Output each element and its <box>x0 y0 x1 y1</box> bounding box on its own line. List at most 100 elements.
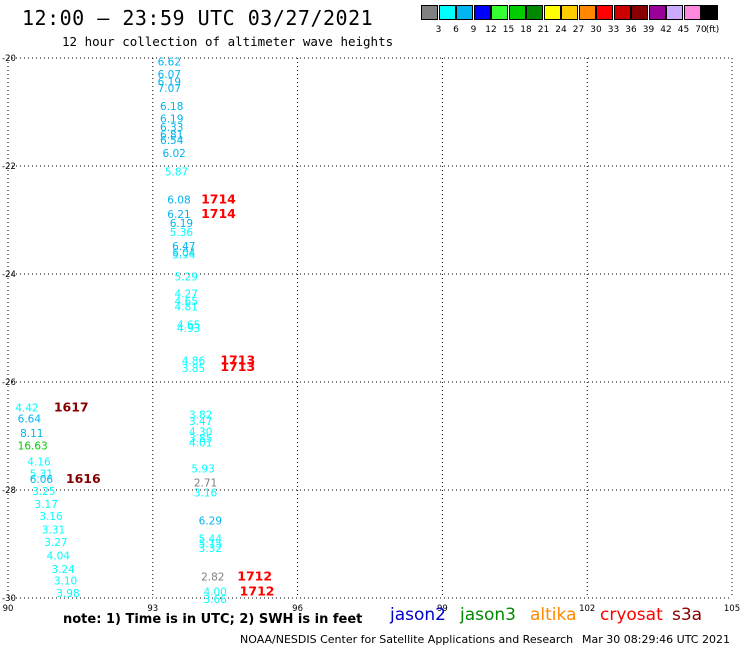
swh-label: 7.07 <box>158 83 181 95</box>
legend-swatch <box>578 5 596 20</box>
time-label: 1617 <box>54 399 89 414</box>
legend-swatch <box>491 5 508 20</box>
swh-label: 5.15 <box>199 538 222 550</box>
swh-label: 2.82 <box>201 571 224 583</box>
swh-label: 4.86 <box>182 355 206 367</box>
legend-label: 36 <box>625 25 637 35</box>
lon-tick-label: 93 <box>147 604 158 614</box>
swh-label: 5.44 <box>199 534 223 546</box>
swh-label: 6.29 <box>199 516 222 528</box>
legend-label: 12 <box>485 25 497 35</box>
legend-swatch <box>683 5 701 20</box>
swh-label: 6.02 <box>162 148 185 160</box>
swh-label: 3.27 <box>44 537 67 549</box>
swh-labels: 6.626.076.197.076.186.196.336.816.546.02… <box>15 57 227 606</box>
legend-swatch <box>648 5 666 20</box>
legend-label: 15 <box>502 25 515 35</box>
swh-label: 3.47 <box>189 416 212 428</box>
legend-swatch <box>456 5 473 20</box>
swh-label: 4.16 <box>27 456 51 468</box>
swh-label: 6.81 <box>160 130 183 142</box>
legend-label: 39 <box>642 25 655 35</box>
swh-label: 4.81 <box>175 301 198 313</box>
legend-label: 6 <box>453 25 459 35</box>
swh-label: 3.66 <box>203 594 227 606</box>
swh-label: 4.01 <box>189 437 212 449</box>
legend-label: 27 <box>572 25 585 35</box>
swh-label: 5.31 <box>30 469 53 481</box>
legend-cryosat: cryosat <box>600 605 663 625</box>
lat-tick-label: -24 <box>2 270 16 280</box>
swh-label: 5.87 <box>165 166 188 178</box>
swh-label: 5.29 <box>175 272 198 284</box>
legend-label: 42 <box>660 25 672 35</box>
swh-label: 5.93 <box>191 463 214 475</box>
swh-label: 2.71 <box>194 477 217 489</box>
legend-swatch <box>701 5 718 20</box>
swh-label: 5.94 <box>172 249 196 261</box>
legend-label: 21 <box>537 25 550 35</box>
credit-text: NOAA/NESDIS Center for Satellite Applica… <box>240 633 574 646</box>
legend-swatch <box>508 5 526 20</box>
swh-label: 6.08 <box>167 194 190 206</box>
swh-label: 6.47 <box>172 241 195 253</box>
swh-label: 3.16 <box>39 511 63 523</box>
grid-layer <box>7 57 733 599</box>
legend-swatch <box>438 5 456 20</box>
swh-label: 4.00 <box>203 586 226 598</box>
swh-label: 3.24 <box>51 564 75 576</box>
legend-altika: altika <box>530 605 577 625</box>
swh-label: 4.93 <box>177 323 200 335</box>
swh-label: 6.62 <box>158 57 181 69</box>
swh-label: 3.32 <box>199 543 222 555</box>
lon-tick-label: 99 <box>437 604 448 614</box>
legend-swatch <box>596 5 613 20</box>
legend-jason2: jason2 <box>390 605 446 625</box>
legend-jason3: jason3 <box>460 605 516 625</box>
time-label: 1713 <box>220 352 255 367</box>
swh-label: 6.06 <box>30 474 54 486</box>
lat-tick-label: -30 <box>2 594 16 604</box>
swh-label: 4.30 <box>189 427 212 439</box>
page-subtitle: 12 hour collection of altimeter wave hei… <box>62 34 394 49</box>
swh-label: 6.64 <box>18 414 42 426</box>
legend-unit: (ft) <box>705 25 720 35</box>
time-label: 1712 <box>240 583 275 598</box>
swh-label: 3.82 <box>189 409 212 421</box>
swh-label: 6.21 <box>167 209 190 221</box>
legend-label: 3 <box>435 25 442 35</box>
time-label: 1712 <box>237 568 272 583</box>
swh-label: 4.65 <box>175 296 198 308</box>
swh-label: 5.36 <box>170 227 194 239</box>
credit-timestamp: Mar 30 08:29:46 UTC 2021 <box>582 633 730 646</box>
swh-label: 4.27 <box>175 288 198 300</box>
swh-label: 6.54 <box>160 135 184 147</box>
page-title: 12:00 – 23:59 UTC 03/27/2021 <box>22 6 374 30</box>
legend-label: 70 <box>695 25 707 35</box>
swh-label: 6.04 <box>172 247 196 259</box>
legend-label: 45 <box>677 25 690 35</box>
swh-label: 6.19 <box>170 218 193 230</box>
lon-tick-label: 96 <box>292 604 303 614</box>
swh-label: 3.31 <box>42 524 65 536</box>
swh-label: 6.33 <box>160 122 183 134</box>
lat-tick-label: -20 <box>2 54 16 64</box>
swh-label: 3.85 <box>182 363 205 375</box>
lon-tick-label: 105 <box>724 604 740 614</box>
swh-label: 16.63 <box>18 441 48 453</box>
time-label: 1714 <box>201 191 236 206</box>
legend-swatch <box>421 5 438 20</box>
swh-label: 3.25 <box>32 486 55 498</box>
swh-label: 6.19 <box>158 77 181 89</box>
swh-label: 4.04 <box>47 550 71 562</box>
swh-label: 3.17 <box>35 499 58 511</box>
time-label: 1714 <box>201 206 236 221</box>
lat-tick-label: -22 <box>2 162 16 172</box>
legend-label: 24 <box>555 25 567 35</box>
swh-label: 3.98 <box>56 588 79 600</box>
legend-swatch <box>666 5 683 20</box>
legend-swatch <box>631 5 648 20</box>
